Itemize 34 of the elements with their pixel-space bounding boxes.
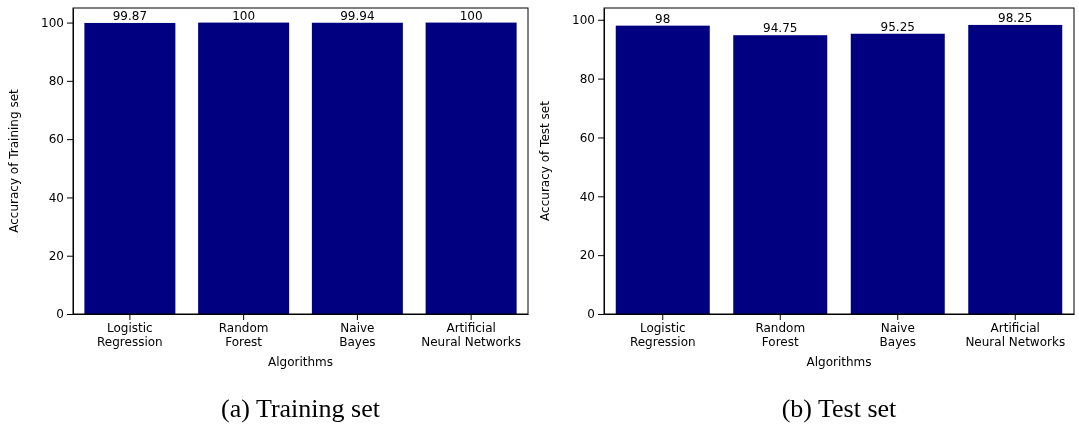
y-tick-label: 40 <box>579 189 595 204</box>
data-label: 100 <box>459 8 483 23</box>
y-tick-label: 60 <box>48 132 64 147</box>
x-tick-label: Artificial Neural Networks <box>965 321 1066 349</box>
y-tick-label: 0 <box>56 307 64 322</box>
y-axis-title: Accuracy of Test set <box>538 100 552 221</box>
text: (b) Test set <box>781 394 898 423</box>
data-label: 94.75 <box>763 21 798 36</box>
x-tick-label: Random Forest <box>218 321 269 349</box>
x-tick-label: Artificial Neural Networks <box>421 321 522 349</box>
x-axis-title: Algorithms <box>267 355 334 369</box>
y-tick-label: 20 <box>579 248 595 263</box>
x-tick-label: Logistic Regression <box>629 321 696 349</box>
x-tick-label: Logistic Regression <box>97 321 163 349</box>
y-tick-label: 40 <box>48 190 64 205</box>
x-axis-title: Algorithms <box>806 355 872 369</box>
data-label: 98.25 <box>998 10 1033 25</box>
data-label: 99.94 <box>340 8 375 23</box>
data-label: 98 <box>655 11 671 26</box>
y-tick-label: 80 <box>48 74 64 89</box>
y-tick-label: 20 <box>48 249 64 264</box>
data-label: 99.87 <box>112 8 148 23</box>
data-label: 100 <box>232 8 256 23</box>
data-label: 95.25 <box>880 19 915 34</box>
text: (a) Training set <box>221 394 381 423</box>
y-tick-label: 100 <box>41 15 64 30</box>
y-tick-label: 80 <box>579 71 595 86</box>
x-tick-label: Naive Bayes <box>339 321 376 349</box>
y-tick-label: 100 <box>572 13 595 28</box>
y-tick-label: 0 <box>587 307 595 322</box>
x-tick-label: Naive Bayes <box>879 321 916 349</box>
y-axis-title: Accuracy of Training set <box>7 88 21 233</box>
x-tick-label: Random Forest <box>755 321 806 349</box>
y-tick-label: 60 <box>579 130 595 145</box>
